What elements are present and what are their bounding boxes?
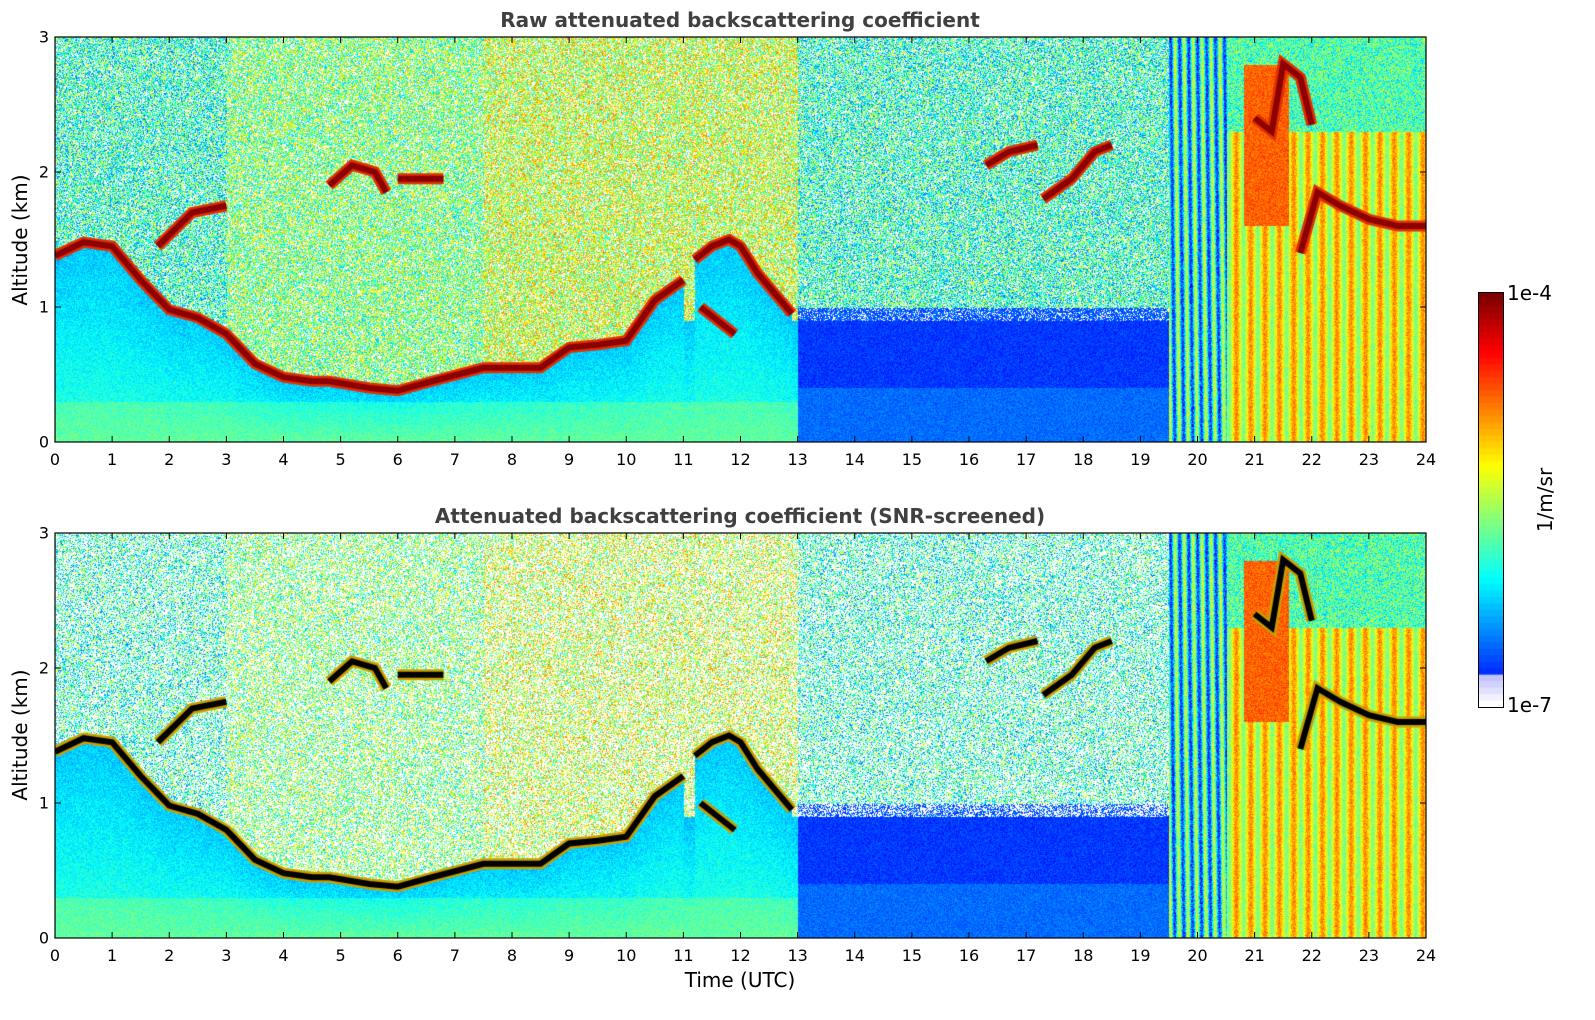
bottom-y-tick-label: 3: [38, 523, 49, 543]
bottom-panel-title: Attenuated backscattering coefficient (S…: [434, 504, 1046, 528]
bottom-x-tick-label: 3: [221, 946, 232, 965]
bottom-x-tick-label: 4: [278, 946, 289, 965]
top-x-tick-label: 11: [673, 450, 694, 469]
bottom-x-tick-label: 9: [564, 946, 575, 965]
top-x-tick-label: 14: [844, 450, 865, 469]
top-x-tick-label: 4: [278, 450, 289, 469]
bottom-x-tick-label: 7: [449, 946, 460, 965]
bottom-axes: [54, 532, 1427, 939]
bottom-y-axis-label: Altitude (km): [8, 669, 32, 801]
top-axes: [54, 36, 1427, 443]
top-axes-frame: [54, 36, 1427, 443]
top-x-tick-label: 23: [1358, 450, 1380, 469]
bottom-x-tick-label: 23: [1358, 946, 1380, 965]
bottom-x-tick-label: 8: [506, 946, 518, 965]
top-x-tick-label: 1: [107, 450, 118, 469]
top-x-tick-label: 21: [1244, 450, 1265, 469]
bottom-x-tick-label: 11: [673, 946, 694, 965]
bottom-x-tick-label: 12: [730, 946, 751, 965]
bottom-axes-frame: [54, 532, 1427, 939]
top-x-tick-label: 20: [1187, 450, 1208, 469]
top-y-tick-label: 1: [38, 297, 49, 317]
colorbar-unit-label: 1/m/sr: [1533, 467, 1557, 533]
top-x-tick-label: 15: [901, 450, 923, 469]
bottom-x-tick-label: 21: [1244, 946, 1265, 965]
x-axis-label: Time (UTC): [684, 968, 796, 992]
top-x-tick-label: 7: [449, 450, 460, 469]
top-x-tick-label: 3: [221, 450, 232, 469]
bottom-y-tick-label: 1: [38, 793, 49, 813]
bottom-x-tick-label: 24: [1415, 946, 1437, 965]
bottom-x-tick-label: 16: [958, 946, 980, 965]
top-x-tick-label: 10: [616, 450, 637, 469]
bottom-x-tick-label: 19: [1130, 946, 1151, 965]
top-y-tick-label: 3: [38, 27, 49, 47]
top-x-tick-label: 9: [564, 450, 575, 469]
bottom-x-tick-label: 2: [164, 946, 175, 965]
top-y-tick-label: 0: [38, 432, 49, 452]
bottom-x-tick-label: 0: [49, 946, 61, 965]
top-x-tick-label: 24: [1415, 450, 1437, 469]
top-x-tick-label: 5: [335, 450, 346, 469]
top-x-tick-label: 6: [392, 450, 403, 469]
colorbar-min-label: 1e-7: [1507, 693, 1552, 717]
bottom-x-tick-label: 6: [392, 946, 403, 965]
top-heatmap: [55, 37, 1426, 442]
top-y-axis-label: Altitude (km): [8, 174, 32, 306]
top-x-tick-label: 22: [1301, 450, 1322, 469]
bottom-x-tick-label: 18: [1073, 946, 1094, 965]
bottom-x-tick-label: 15: [901, 946, 923, 965]
bottom-heatmap: [55, 533, 1426, 938]
top-x-tick-label: 13: [787, 450, 808, 469]
top-x-tick-label: 8: [506, 450, 518, 469]
top-y-tick-label: 2: [38, 162, 49, 182]
bottom-y-tick-label: 2: [38, 658, 49, 678]
top-x-tick-label: 0: [49, 450, 61, 469]
top-x-tick-label: 18: [1073, 450, 1094, 469]
top-x-tick-label: 2: [164, 450, 175, 469]
top-x-tick-label: 19: [1130, 450, 1151, 469]
top-panel-title: Raw attenuated backscattering coefficien…: [500, 8, 980, 32]
bottom-y-tick-label: 0: [38, 928, 49, 948]
top-x-tick-label: 16: [958, 450, 980, 469]
top-x-tick-label: 17: [1015, 450, 1037, 469]
colorbar-max-label: 1e-4: [1507, 281, 1552, 305]
colorbar: [1478, 292, 1504, 708]
bottom-x-tick-label: 5: [335, 946, 346, 965]
bottom-x-tick-label: 22: [1301, 946, 1322, 965]
bottom-x-tick-label: 20: [1187, 946, 1208, 965]
bottom-x-tick-label: 10: [616, 946, 637, 965]
bottom-x-tick-label: 13: [787, 946, 808, 965]
top-x-tick-label: 12: [730, 450, 751, 469]
bottom-x-tick-label: 1: [107, 946, 118, 965]
bottom-x-tick-label: 14: [844, 946, 865, 965]
bottom-x-tick-label: 17: [1015, 946, 1037, 965]
